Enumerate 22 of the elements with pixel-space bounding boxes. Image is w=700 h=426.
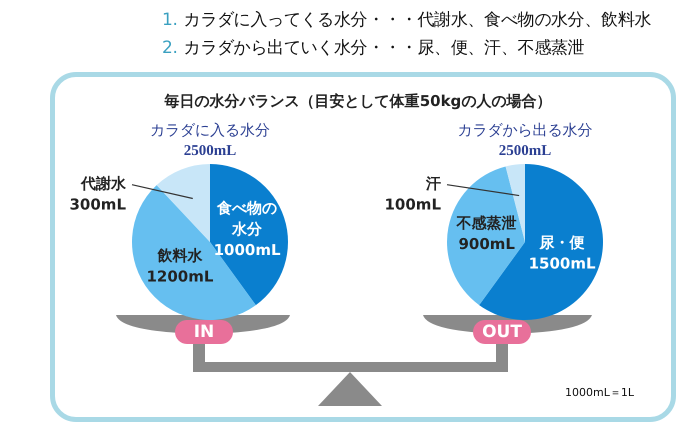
chart-title: カラダに入る水分 (150, 120, 270, 139)
text: 1000mL＝1L (565, 385, 634, 400)
slice-label: 食べ物の水分 (216, 198, 278, 238)
chart-title: カラダから出る水分 (458, 120, 592, 139)
data-label: 1000mL (214, 240, 281, 259)
data-label: 300mL (70, 196, 126, 214)
data-label: 100mL (384, 196, 442, 214)
data-label: 900mL (458, 235, 516, 254)
text: 2. カラダから出ていく水分・・・尿、便、汗、不感蒸泄 (162, 37, 584, 59)
slice-label: 汗 (425, 174, 441, 193)
slice-label: 尿・便 (538, 233, 585, 252)
slice-label: 飲料水 (156, 246, 204, 264)
slice-label: 代謝水 (80, 174, 127, 193)
text: IN (175, 320, 233, 344)
text: 毎日の水分バランス（目安として体重50kgの人の場合） (164, 92, 552, 111)
chart-subtitle: 2500mL (184, 142, 236, 159)
text: 1. カラダに入ってくる水分・・・代謝水、食べ物の水分、飲料水 (162, 9, 652, 31)
data-label: 1500mL (528, 254, 596, 272)
text: OUT (473, 320, 531, 344)
data-label: 1200mL (146, 267, 214, 286)
chart-subtitle: 2500mL (498, 142, 552, 159)
slice-label: 不感蒸泄 (456, 214, 517, 232)
